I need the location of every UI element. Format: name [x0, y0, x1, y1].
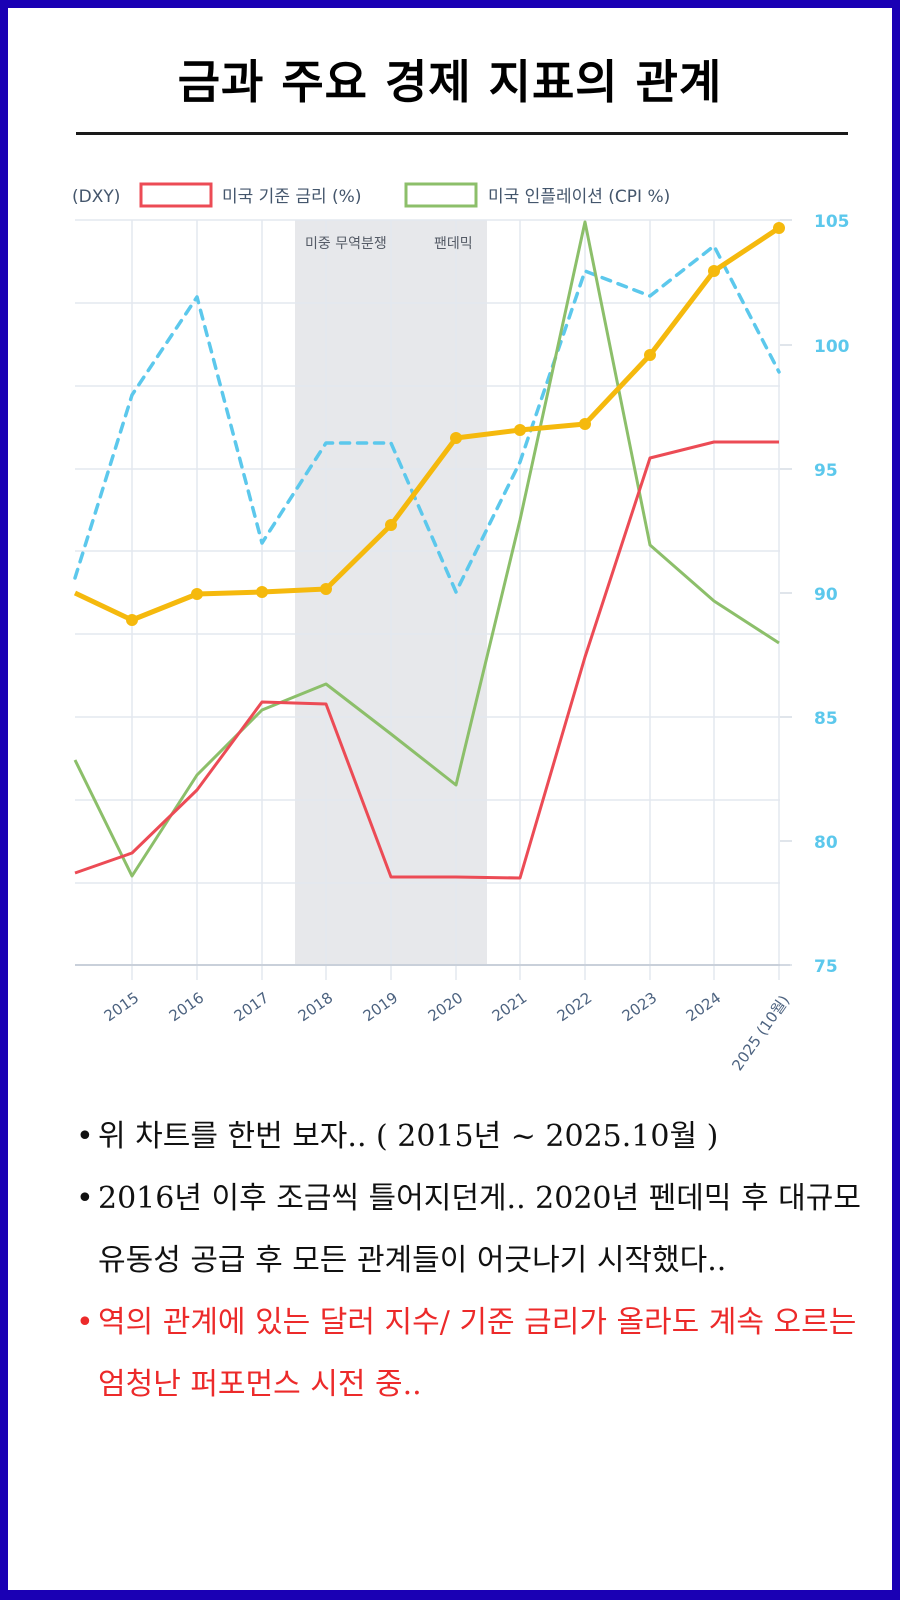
- legend-cpi-swatch: [404, 182, 478, 208]
- x-tick-label: 2024: [683, 989, 725, 1026]
- y-tick-label: 80: [814, 833, 838, 853]
- note-text: 위 차트를 한번 보자.. ( 2015년 ~ 2025.10월 ): [98, 1119, 719, 1154]
- x-tick-label: 2016: [166, 989, 208, 1026]
- series-dxy-line: [73, 244, 781, 594]
- series-rate-line: [74, 440, 779, 880]
- x-tick-label: 2019: [360, 989, 402, 1026]
- y-tick-label: 85: [814, 709, 838, 729]
- bullet-icon: •: [76, 1305, 94, 1340]
- x-axis-labels: 2015 2016 2017 2018 2019 2020 2021 2022 …: [101, 989, 794, 1074]
- annotation-trade-war: 미중 무역분쟁: [305, 236, 387, 252]
- chart-legend: (DXY) 미국 기준 금리 (%) 미국 인플레이션 (CPI %): [72, 182, 670, 208]
- legend-cpi-label: 미국 인플레이션 (CPI %): [488, 187, 670, 207]
- y-tick-label: 75: [814, 957, 838, 977]
- x-tick-label: 2022: [554, 989, 596, 1026]
- x-tick-label: 2018: [295, 989, 337, 1026]
- notes-list: • 위 차트를 한번 보자.. ( 2015년 ~ 2025.10월 ) • 2…: [72, 1106, 862, 1416]
- note-item: • 2016년 이후 조금씩 틀어지던게.. 2020년 펜데믹 후 대규모 유…: [72, 1168, 862, 1292]
- y-tick-label: 90: [814, 585, 838, 605]
- series-cpi-line: [73, 220, 780, 878]
- legend-rate-label: 미국 기준 금리 (%): [222, 187, 361, 207]
- x-tick-label: 2017: [231, 989, 273, 1026]
- x-tick-label: 2021: [489, 989, 531, 1026]
- x-tick-label: 2025 (10월): [728, 992, 793, 1074]
- y-tick-label: 95: [814, 461, 838, 481]
- note-item: • 위 차트를 한번 보자.. ( 2015년 ~ 2025.10월 ): [72, 1106, 862, 1168]
- legend-dxy-label: (DXY): [72, 187, 120, 207]
- title-divider: [76, 132, 848, 135]
- bullet-icon: •: [76, 1181, 94, 1216]
- x-tick-label: 2023: [619, 989, 661, 1026]
- y-tick-label: 100: [814, 337, 850, 357]
- line-chart: 미중 무역분쟁 팬데믹 (DXY) 미국 기준 금리 (%) 미국 인플레이션 …: [72, 182, 850, 1074]
- right-axis-tick-marks: [780, 219, 792, 966]
- note-text: 역의 관계에 있는 달러 지수/ 기준 금리가 올라도 계속 오르는 엄청난 퍼…: [98, 1305, 857, 1402]
- y-tick-label: 105: [814, 212, 850, 232]
- annotation-pandemic: 팬데믹: [434, 236, 473, 252]
- note-item-highlight: • 역의 관계에 있는 달러 지수/ 기준 금리가 올라도 계속 오르는 엄청난…: [72, 1292, 862, 1416]
- bullet-icon: •: [76, 1119, 94, 1154]
- right-y-axis-labels: 105 100 95 90 85 80 75: [814, 212, 850, 977]
- note-text: 2016년 이후 조금씩 틀어지던게.. 2020년 펜데믹 후 대규모 유동성…: [98, 1181, 861, 1278]
- x-tick-label: 2020: [425, 989, 467, 1026]
- x-tick-label: 2015: [101, 989, 143, 1026]
- legend-rate-swatch: [139, 182, 213, 208]
- horizontal-gridlines: [75, 219, 780, 884]
- page-title: 금과 주요 경제 지표의 관계: [177, 55, 723, 109]
- series-gold-line: [73, 225, 781, 623]
- vertical-gridlines: [131, 220, 780, 980]
- gold-markers: [126, 222, 785, 626]
